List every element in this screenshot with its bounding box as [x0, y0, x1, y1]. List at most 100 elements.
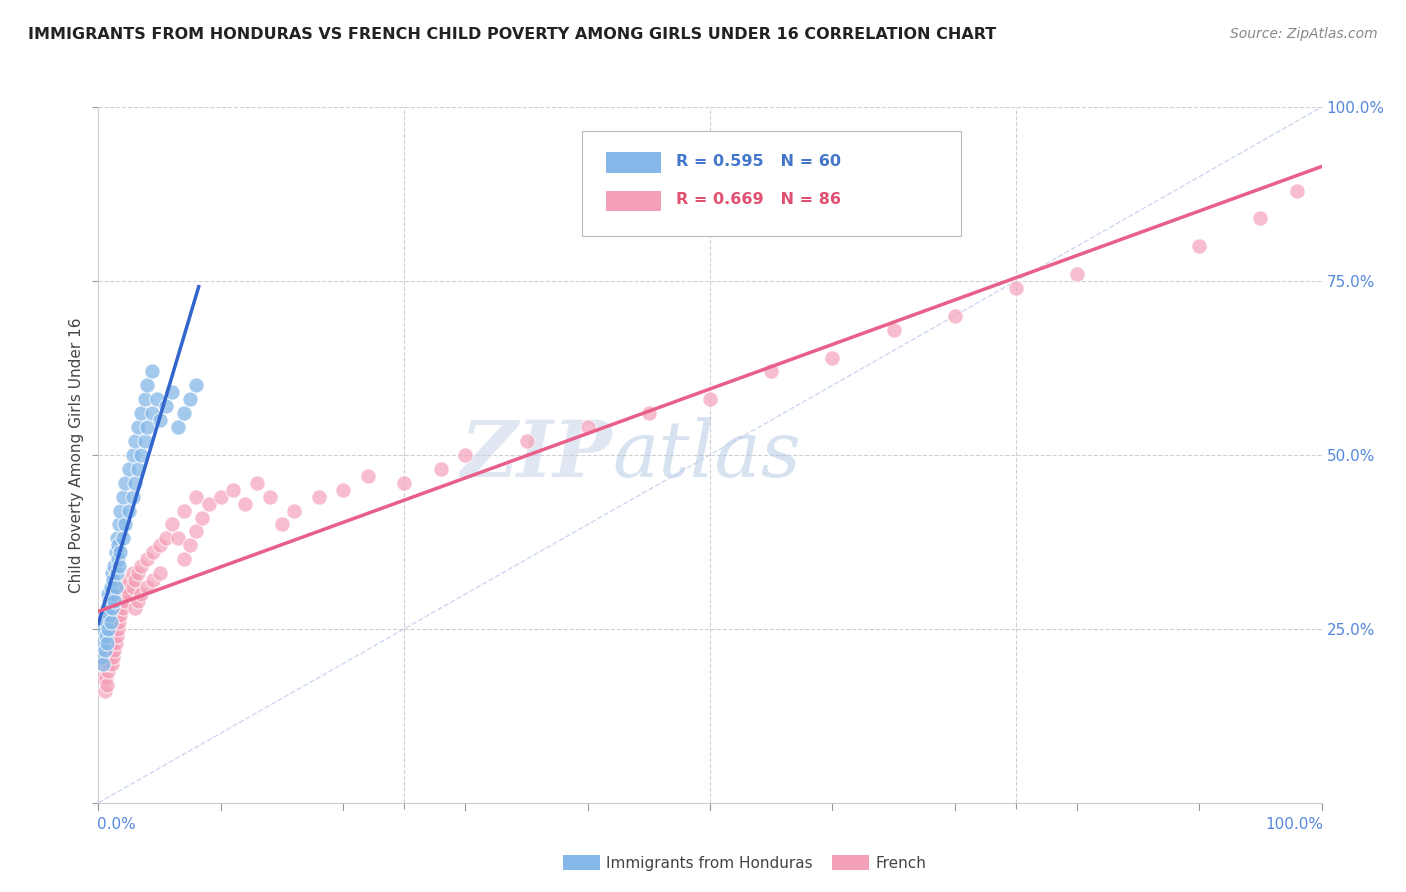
- Point: [114, 475, 136, 490]
- Text: IMMIGRANTS FROM HONDURAS VS FRENCH CHILD POVERTY AMONG GIRLS UNDER 16 CORRELATIO: IMMIGRANTS FROM HONDURAS VS FRENCH CHILD…: [28, 27, 997, 42]
- FancyBboxPatch shape: [564, 855, 600, 871]
- Point: [179, 392, 201, 407]
- Point: [98, 607, 121, 622]
- Point: [104, 580, 127, 594]
- Point: [392, 475, 416, 490]
- Point: [121, 448, 143, 462]
- Point: [141, 364, 163, 378]
- Point: [821, 351, 844, 365]
- Point: [104, 545, 127, 559]
- Point: [127, 594, 149, 608]
- Point: [121, 490, 143, 504]
- Point: [93, 642, 115, 657]
- Point: [308, 490, 330, 504]
- Point: [110, 607, 132, 622]
- Point: [114, 580, 136, 594]
- Point: [638, 406, 661, 420]
- Text: Immigrants from Honduras: Immigrants from Honduras: [606, 856, 813, 871]
- Point: [94, 671, 117, 685]
- Point: [197, 497, 219, 511]
- Point: [110, 545, 132, 559]
- Point: [104, 622, 127, 636]
- Point: [101, 642, 124, 657]
- FancyBboxPatch shape: [606, 191, 661, 211]
- Point: [270, 517, 294, 532]
- Point: [118, 587, 141, 601]
- Point: [186, 524, 208, 539]
- Text: R = 0.669   N = 86: R = 0.669 N = 86: [676, 192, 841, 207]
- Point: [149, 413, 172, 427]
- Text: French: French: [875, 856, 927, 871]
- FancyBboxPatch shape: [582, 131, 960, 235]
- Point: [91, 622, 114, 636]
- Text: atlas: atlas: [612, 417, 801, 493]
- Point: [136, 378, 159, 392]
- Point: [105, 566, 128, 581]
- Point: [283, 503, 305, 517]
- Point: [1286, 184, 1309, 198]
- Point: [97, 664, 120, 678]
- Point: [101, 601, 124, 615]
- Point: [107, 538, 129, 552]
- Point: [124, 434, 146, 448]
- Point: [246, 475, 269, 490]
- Point: [101, 566, 124, 581]
- Point: [110, 594, 132, 608]
- Point: [93, 642, 115, 657]
- Point: [259, 490, 281, 504]
- Text: 100.0%: 100.0%: [1265, 817, 1323, 831]
- Point: [191, 510, 214, 524]
- Point: [454, 448, 477, 462]
- Point: [98, 636, 121, 650]
- Point: [186, 490, 208, 504]
- Point: [108, 601, 131, 615]
- Point: [142, 545, 165, 559]
- Point: [167, 420, 190, 434]
- Point: [124, 475, 146, 490]
- Point: [91, 636, 114, 650]
- Point: [332, 483, 354, 497]
- Point: [103, 629, 125, 643]
- Point: [93, 607, 115, 622]
- Point: [124, 601, 146, 615]
- Point: [91, 657, 114, 671]
- Point: [98, 657, 121, 671]
- Point: [209, 490, 232, 504]
- Point: [97, 587, 120, 601]
- Point: [1188, 239, 1211, 253]
- Point: [110, 503, 132, 517]
- Point: [94, 615, 117, 629]
- Point: [233, 497, 256, 511]
- Text: R = 0.595   N = 60: R = 0.595 N = 60: [676, 153, 841, 169]
- Point: [155, 532, 177, 546]
- Point: [761, 364, 783, 378]
- Point: [98, 594, 121, 608]
- Point: [94, 629, 117, 643]
- Point: [1066, 267, 1088, 281]
- Point: [129, 587, 152, 601]
- Point: [118, 503, 141, 517]
- Point: [118, 573, 141, 587]
- Point: [129, 559, 152, 574]
- Point: [100, 629, 122, 643]
- FancyBboxPatch shape: [606, 153, 661, 173]
- Point: [136, 420, 159, 434]
- Point: [103, 642, 125, 657]
- Point: [105, 629, 128, 643]
- Point: [127, 566, 149, 581]
- Point: [1004, 281, 1026, 295]
- Point: [93, 684, 115, 698]
- Point: [101, 587, 124, 601]
- Point: [121, 580, 143, 594]
- Point: [186, 378, 208, 392]
- Point: [515, 434, 537, 448]
- Point: [129, 406, 152, 420]
- Point: [94, 657, 117, 671]
- Point: [90, 649, 112, 664]
- Point: [107, 607, 129, 622]
- Text: ZIP: ZIP: [461, 417, 612, 493]
- Point: [111, 601, 134, 615]
- Point: [173, 552, 195, 566]
- Point: [1249, 211, 1271, 226]
- Point: [111, 490, 134, 504]
